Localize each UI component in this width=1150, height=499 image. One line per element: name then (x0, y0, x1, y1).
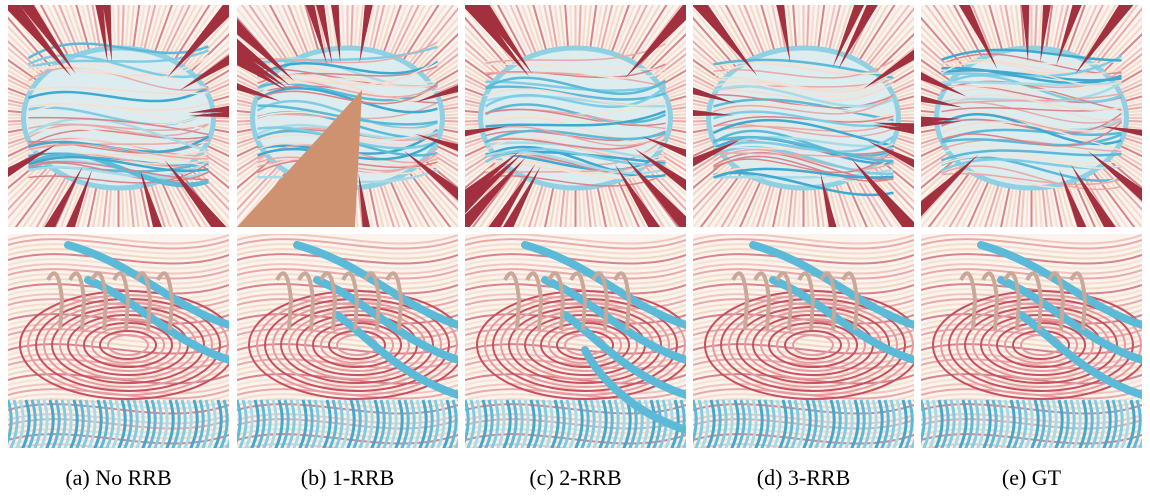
streamline (465, 454, 686, 463)
streamline (921, 454, 1142, 463)
streamline (8, 449, 229, 458)
streamline (465, 449, 686, 458)
bottom-image (689, 234, 930, 464)
streamline (8, 454, 229, 463)
panels (0, 0, 1150, 464)
streamline (921, 449, 1142, 458)
figure: (a) No RRB (b) 1-RRB (c) 2-RRB (d) 3-RRB (e)… (0, 0, 1150, 499)
page: (a) No RRB (b) 1-RRB (c) 2-RRB (d) 3-RRB (e)… (0, 0, 1150, 499)
caption: (e) GT (1002, 465, 1062, 490)
bottom-image (917, 234, 1150, 464)
bottom-image (4, 234, 245, 464)
bottom-image (233, 234, 474, 464)
caption: (b) 1-RRB (301, 465, 395, 490)
caption: (a) No RRB (65, 465, 171, 490)
caption: (d) 3-RRB (757, 465, 851, 490)
streamline (693, 454, 914, 463)
bottom-image (461, 234, 702, 464)
streamline (237, 454, 458, 463)
streamline (1145, 400, 1150, 450)
streamline (237, 449, 458, 458)
captions: (a) No RRB (b) 1-RRB (c) 2-RRB (d) 3-RRB (e)… (65, 465, 1061, 490)
caption: (c) 2-RRB (529, 465, 621, 490)
streamline (693, 449, 914, 458)
